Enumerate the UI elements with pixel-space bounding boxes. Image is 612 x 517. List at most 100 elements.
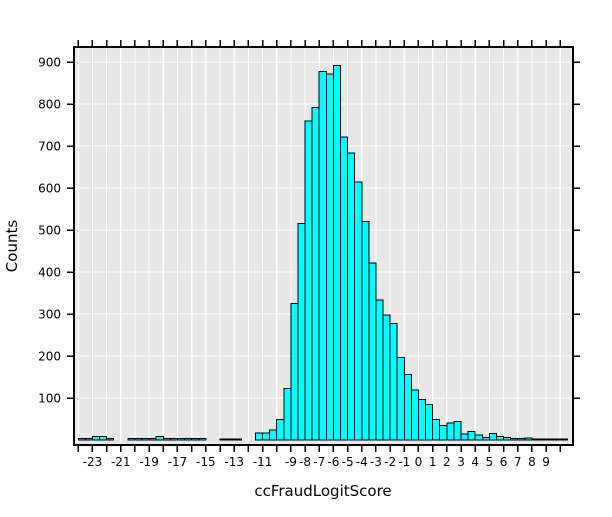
histogram-bar: [219, 438, 228, 441]
histogram-bar: [325, 73, 334, 441]
histogram-bar: [382, 314, 391, 441]
histogram-bar: [311, 106, 320, 441]
y-tick-label: 400: [38, 266, 61, 280]
histogram-bar: [432, 418, 441, 441]
y-tick-label: 600: [38, 182, 61, 196]
histogram-bar: [233, 438, 242, 441]
x-tick-label: 2: [443, 455, 451, 469]
histogram-bar: [552, 438, 561, 441]
x-tick-label: -4: [356, 455, 368, 469]
x-tick-label: 0: [415, 455, 423, 469]
x-tick-label: 7: [514, 455, 522, 469]
histogram-bar: [254, 432, 264, 441]
y-tick-label: 200: [38, 350, 61, 364]
x-tick-label: -19: [139, 455, 159, 469]
histogram-bar: [354, 181, 363, 441]
histogram-bar: [283, 387, 292, 441]
histogram-bar: [269, 429, 278, 441]
x-tick-label: -11: [253, 455, 273, 469]
x-tick-label: -7: [313, 455, 325, 469]
histogram-bar: [290, 303, 299, 441]
histogram-bar: [524, 437, 533, 441]
histogram-bar: [162, 437, 171, 441]
x-tick-label: 1: [429, 455, 437, 469]
histogram-bar: [276, 418, 285, 441]
histogram-bar: [375, 299, 384, 441]
x-tick-label: 9: [542, 455, 550, 469]
x-tick-label: 8: [528, 455, 536, 469]
histogram-bar: [503, 436, 512, 441]
x-tick-label: -8: [299, 455, 311, 469]
y-tick-label: 100: [38, 392, 61, 406]
histogram-bar: [425, 403, 434, 441]
histogram-bar: [77, 438, 86, 441]
histogram-bar: [517, 438, 526, 441]
histogram-bar: [297, 222, 306, 441]
y-tick-label: 800: [38, 98, 61, 112]
y-tick-label: 500: [38, 224, 61, 238]
x-tick-label: -13: [224, 455, 244, 469]
x-tick-label: 5: [486, 455, 494, 469]
histogram-bar: [304, 120, 313, 441]
histogram-bar: [453, 421, 462, 441]
histogram-bar: [347, 152, 356, 441]
histogram-bar: [318, 70, 327, 441]
x-tick-label: -2: [384, 455, 396, 469]
histogram-bar: [91, 436, 101, 441]
histogram-bar: [226, 438, 235, 441]
plot-layer: -23 -21 -19 -17 -15 -13 -11 -9 -8 -7 -6 -5 -4 -3 -2 -1 0…: [38, 40, 580, 469]
x-axis-title: ccFraudLogitScore: [254, 482, 391, 500]
x-tick-label: -17: [168, 455, 188, 469]
histogram-bar: [538, 438, 547, 441]
histogram-bar: [559, 438, 568, 441]
histogram-bar: [169, 438, 178, 441]
histogram-bar: [417, 398, 427, 441]
histogram-bar: [410, 389, 419, 441]
histogram-bar: [198, 438, 207, 441]
histogram-bar: [84, 438, 93, 441]
x-tick-label: 4: [471, 455, 479, 469]
histogram-bar: [134, 438, 143, 441]
x-tick-label: -15: [196, 455, 216, 469]
plot-frame: [73, 46, 574, 446]
x-tick-label: -6: [327, 455, 339, 469]
x-tick-label: -9: [285, 455, 297, 469]
histogram-bar: [368, 262, 377, 441]
histogram-bar: [545, 438, 554, 441]
histogram-bar: [361, 221, 370, 441]
histogram-bar: [127, 438, 136, 441]
x-tick-label: 6: [500, 455, 508, 469]
histogram-bar: [531, 438, 540, 441]
histogram-bar: [155, 436, 164, 441]
x-tick-label: 3: [457, 455, 465, 469]
histogram-bar: [488, 433, 497, 441]
histogram-bar: [474, 434, 483, 441]
histogram-bar: [106, 438, 115, 441]
histogram-bar: [389, 322, 398, 441]
histogram-bar: [340, 136, 349, 441]
histogram-bar: [191, 438, 200, 441]
x-tick-label: -1: [398, 455, 410, 469]
histogram-bar: [460, 433, 469, 441]
histogram-bar: [332, 64, 342, 441]
histogram-bar: [495, 436, 505, 441]
y-tick-label: 700: [38, 140, 61, 154]
histogram-bar: [148, 438, 157, 441]
y-tick-label: 300: [38, 308, 61, 322]
histogram-bar: [176, 438, 186, 441]
y-axis-title: Counts: [3, 220, 21, 273]
x-tick-label: -5: [342, 455, 354, 469]
histogram-bar: [396, 356, 405, 441]
histogram-bar: [446, 422, 455, 441]
x-tick-label: -23: [83, 455, 103, 469]
x-tick-label: -3: [370, 455, 382, 469]
histogram-bar: [262, 432, 271, 441]
histogram-bar: [184, 438, 193, 441]
histogram-bar: [439, 425, 448, 441]
x-tick-label: -21: [111, 455, 131, 469]
histogram-bar: [403, 374, 412, 441]
histogram-bar: [467, 431, 476, 441]
histogram-bar: [99, 436, 108, 441]
